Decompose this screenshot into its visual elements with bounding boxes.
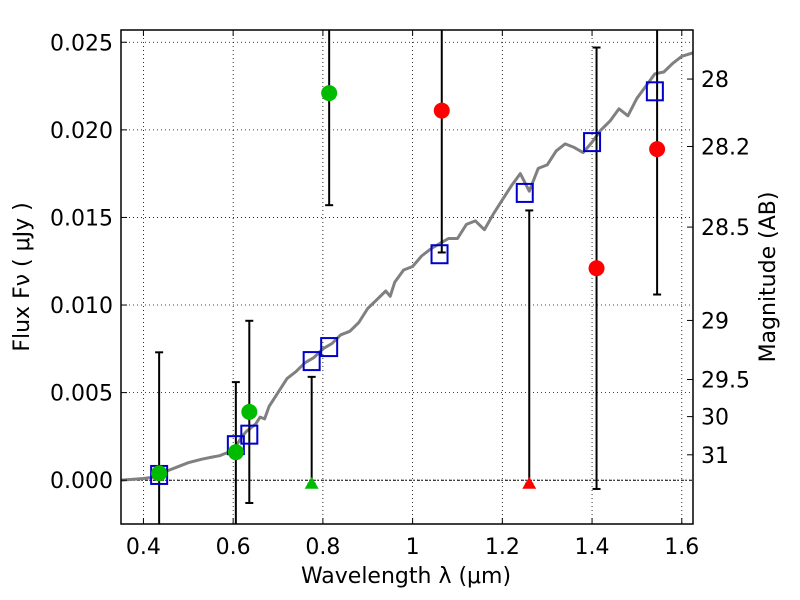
x-axis-title: Wavelength λ (μm) <box>301 564 511 589</box>
ticks: 0.4 0.6 0.8 1 1.2 1.4 1.6 0.000 0.005 0.010 0.015 0… <box>50 30 750 560</box>
mag-tick-label: 28.2 <box>701 135 750 160</box>
mag-tick-label: 31 <box>701 444 729 469</box>
mag-tick-label: 28 <box>701 68 729 93</box>
x-tick-label: 0.4 <box>126 535 161 560</box>
model-square-marker <box>240 424 259 445</box>
x-tick-label: 1 <box>406 535 420 560</box>
y-tick-label: 0.000 <box>50 469 113 494</box>
x-tick-label: 0.8 <box>305 535 340 560</box>
model-square-marker <box>515 182 534 203</box>
mag-tick-label: 29 <box>701 309 729 334</box>
data-point-circle <box>227 444 244 461</box>
model-square-marker <box>645 81 664 102</box>
y-tick-label: 0.005 <box>50 382 113 407</box>
y-tick-label: 0.010 <box>50 294 113 319</box>
mag-tick-label: 29.5 <box>701 368 750 393</box>
y-axis-title: Flux Fν ( μJy ) <box>10 202 35 351</box>
y-tick-label: 0.015 <box>50 206 113 231</box>
x-tick-label: 1.6 <box>664 535 699 560</box>
mag-tick-label: 30 <box>701 406 729 431</box>
plot-frame <box>120 29 694 525</box>
model-square-marker <box>320 337 339 358</box>
x-tick-label: 1.2 <box>485 535 520 560</box>
upper-limit-triangle <box>304 476 319 489</box>
mag-tick-label: 28.5 <box>701 216 750 241</box>
plot-background <box>121 30 693 524</box>
y-tick-label: 0.020 <box>50 119 113 144</box>
model-square-marker <box>302 351 321 372</box>
data-point-circle <box>649 141 666 158</box>
y-tick-label: 0.025 <box>50 31 113 56</box>
data-point-circle <box>433 102 450 119</box>
model-square-marker <box>430 244 449 265</box>
errorbars <box>155 30 662 524</box>
data-point-circle <box>321 85 338 102</box>
x-tick-label: 1.4 <box>575 535 610 560</box>
model-square-marker <box>583 132 602 153</box>
upper-limit-triangle <box>522 476 537 489</box>
data-point-circle <box>588 260 605 277</box>
x-tick-label: 0.6 <box>216 535 251 560</box>
markers <box>150 81 666 489</box>
y-axis-right-title: Magnitude (AB) <box>756 192 781 363</box>
data-point-circle <box>241 403 258 420</box>
grid <box>121 30 693 524</box>
data-point-circle <box>151 465 168 482</box>
